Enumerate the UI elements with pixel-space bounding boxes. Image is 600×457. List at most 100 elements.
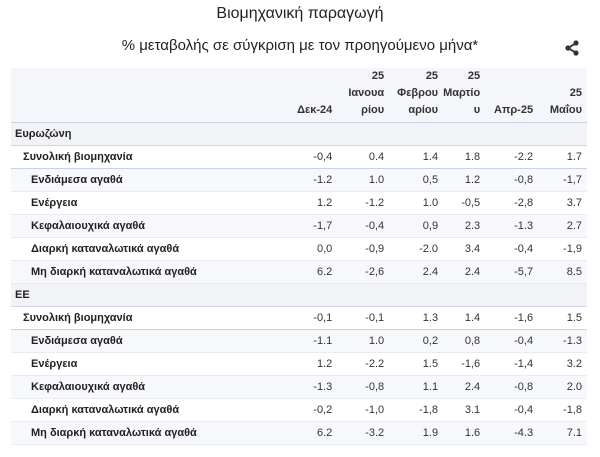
group-cell xyxy=(337,283,390,307)
value-cell: -2,6 xyxy=(337,260,390,284)
value-cell: 2.4 xyxy=(443,260,486,284)
value-cell: -1,6 xyxy=(443,352,486,376)
value-cell: -0,1 xyxy=(337,306,390,330)
column-header-line: υ xyxy=(473,104,481,116)
value-cell: -0,9 xyxy=(337,237,390,261)
column-header: Δεκ-24 xyxy=(283,68,338,123)
group-row: Ευρωζώνη xyxy=(11,122,587,146)
column-header-line: Μαΐου xyxy=(549,104,582,116)
value-cell: -0,8 xyxy=(485,375,539,399)
share-icon[interactable] xyxy=(562,38,582,58)
row-label: Μη διαρκή καταναλωτικά αγαθά xyxy=(11,421,284,445)
value-cell: -0,4 xyxy=(485,237,539,261)
column-header-line: 25 xyxy=(467,70,481,82)
value-cell: 1.9 xyxy=(389,421,444,445)
value-cell: 1.1 xyxy=(389,375,444,399)
value-cell: -0,8 xyxy=(337,375,390,399)
value-cell: -1,8 xyxy=(389,398,444,422)
value-cell: 1.2 xyxy=(283,352,338,376)
row-label: Ενδιάμεσα αγαθά xyxy=(11,168,284,192)
value-cell: -1,6 xyxy=(485,306,539,330)
value-cell: 1.8 xyxy=(443,145,486,169)
value-cell: -0,2 xyxy=(283,398,338,422)
chart-subtitle: % μεταβολής σε σύγκριση με τον προηγούμε… xyxy=(121,37,479,54)
value-cell: 1.4 xyxy=(389,145,444,169)
value-cell: 1.3 xyxy=(389,306,444,330)
value-cell: -0,5 xyxy=(443,191,486,215)
header-row: Δεκ-24 25 Ιανουα ρίου 25 Φεβρου αρίου 25 Μαρτίο υ… xyxy=(11,68,587,123)
value-cell: 8.5 xyxy=(538,260,587,284)
table-row: Διαρκή καταναλωτικά αγαθά -0,2 -1,0 -1,8 3.1… xyxy=(11,398,587,422)
table-body: Ευρωζώνη Συνολική βιομηχανία -0,4 0.4 1.4 1.8… xyxy=(11,122,587,445)
value-cell: -0,4 xyxy=(485,329,539,353)
row-label: Διαρκή καταναλωτικά αγαθά xyxy=(11,398,284,422)
column-header-line: αρίου xyxy=(408,104,439,116)
column-header: 25 Μαρτίο υ xyxy=(443,68,486,123)
value-cell: 0.4 xyxy=(337,145,390,169)
value-cell: 6.2 xyxy=(283,421,338,445)
column-header-line: Ιανουα xyxy=(348,87,385,99)
column-header-line: 25 xyxy=(371,70,385,82)
value-cell: 0,5 xyxy=(389,168,444,192)
table-row: Κεφαλαιουχικά αγαθά -1.3 -0,8 1.1 2.4 -0,8 2.0 xyxy=(11,375,587,399)
row-label: Ενέργεια xyxy=(11,352,284,376)
value-cell: -3.2 xyxy=(337,421,390,445)
group-cell xyxy=(283,283,338,307)
value-cell: -1.3 xyxy=(485,214,539,238)
value-cell: 3.1 xyxy=(443,398,486,422)
group-cell xyxy=(538,122,587,146)
table-row: Κεφαλαιουχικά αγαθά -1,7 -0,4 0,9 2.3 -1.3 2.7 xyxy=(11,214,587,238)
group-cell xyxy=(283,122,338,146)
value-cell: -2.0 xyxy=(389,237,444,261)
value-cell: -5,7 xyxy=(485,260,539,284)
column-header-line: Απρ-25 xyxy=(494,104,534,116)
group-cell xyxy=(485,122,539,146)
group-row: ΕΕ xyxy=(11,283,587,307)
value-cell: -0,1 xyxy=(283,306,338,330)
column-header-line: Φεβρου xyxy=(397,87,439,99)
column-header: 25 Ιανουα ρίου xyxy=(337,68,390,123)
value-cell: -1.2 xyxy=(337,191,390,215)
value-cell: -1.2 xyxy=(283,168,338,192)
group-cell xyxy=(389,283,444,307)
table-row: Διαρκή καταναλωτικά αγαθά 0,0 -0,9 -2.0 3.4-… xyxy=(11,237,587,261)
group-label: Ευρωζώνη xyxy=(11,122,284,146)
column-header: 25 Φεβρου αρίου xyxy=(389,68,444,123)
value-cell: 1.0 xyxy=(337,329,390,353)
column-header: Απρ-25 xyxy=(485,68,539,123)
value-cell: 0,8 xyxy=(443,329,486,353)
value-cell: 1.2 xyxy=(283,191,338,215)
value-cell: 2.7 xyxy=(538,214,587,238)
row-label: Κεφαλαιουχικά αγαθά xyxy=(11,214,284,238)
value-cell: -1,4 xyxy=(485,352,539,376)
value-cell: -1.3 xyxy=(538,329,587,353)
group-label: ΕΕ xyxy=(11,283,284,307)
value-cell: -2.2 xyxy=(485,145,539,169)
value-cell: 1.6 xyxy=(443,421,486,445)
group-cell xyxy=(443,283,486,307)
value-cell: 2.4 xyxy=(389,260,444,284)
table-row: Ενέργεια 1.2 -2.2 1.5 -1,6 -1,4 3.2 xyxy=(11,352,587,376)
table-row: Ενδιάμεσα αγαθά -1.1 1.0 0,2 0,8 -0,4 -1.3 xyxy=(11,329,587,353)
table-row: Συνολική βιομηχανία -0,4 0.4 1.4 1.8 -2.2 1.7 xyxy=(11,145,587,169)
table-row: Μη διαρκή καταναλωτικά αγαθά 6.2 -3.2 1.9 1.… xyxy=(11,421,587,445)
row-label: Μη διαρκή καταναλωτικά αγαθά xyxy=(11,260,284,284)
row-label: Συνολική βιομηχανία xyxy=(11,145,284,169)
value-cell: 2.0 xyxy=(538,375,587,399)
row-label: Συνολική βιομηχανία xyxy=(11,306,284,330)
value-cell: 6.2 xyxy=(283,260,338,284)
value-cell: -1,9 xyxy=(538,237,587,261)
value-cell: -1,7 xyxy=(283,214,338,238)
column-header-line: Μαρτίο xyxy=(443,87,481,99)
group-cell xyxy=(337,122,390,146)
table-row: Μη διαρκή καταναλωτικά αγαθά 6.2 -2,6 2.4 2.… xyxy=(11,260,587,284)
value-cell: 2.4 xyxy=(443,375,486,399)
value-cell: -1,0 xyxy=(337,398,390,422)
column-header-line: 25 xyxy=(425,70,439,82)
column-header-line: 25 xyxy=(569,87,582,99)
group-cell xyxy=(389,122,444,146)
value-cell: 3.2 xyxy=(538,352,587,376)
value-cell: 1.5 xyxy=(389,352,444,376)
value-cell: -0,4 xyxy=(337,214,390,238)
header-blank xyxy=(11,68,284,123)
